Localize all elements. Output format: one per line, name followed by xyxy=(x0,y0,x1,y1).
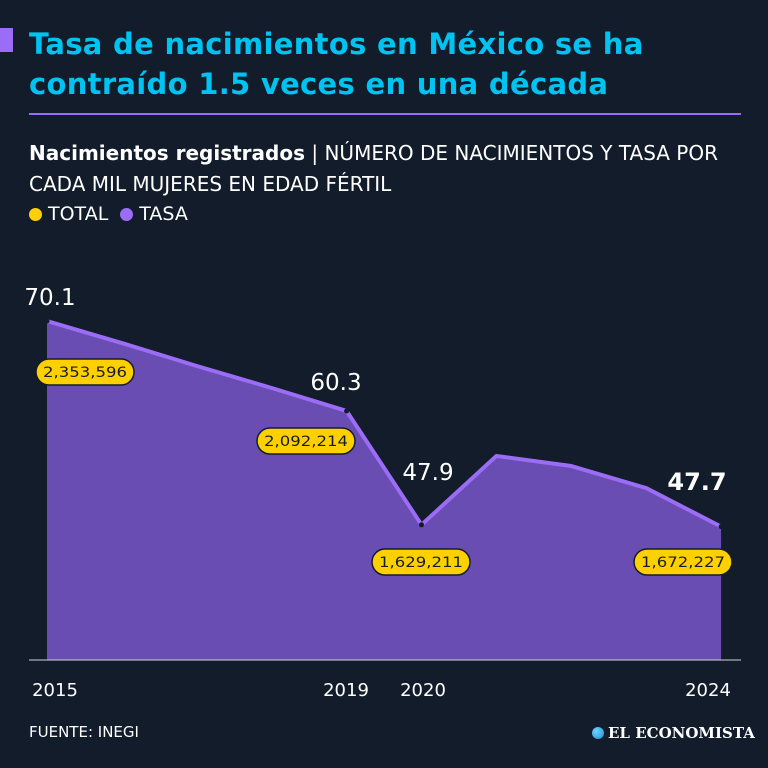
globe-icon xyxy=(592,727,604,739)
title-accent-bar xyxy=(0,28,13,52)
total-label-2015: 2,353,596 xyxy=(43,365,127,381)
legend: TOTAL TASA xyxy=(29,203,188,225)
x-tick-label-2020: 2020 xyxy=(400,680,446,701)
subtitle-rest: NÚMERO DE NACIMIENTOS Y TASA POR CADA MI… xyxy=(29,141,718,196)
rate-label-2019: 60.3 xyxy=(310,370,361,396)
el-economista-logo: EL ECONOMISTA xyxy=(592,724,755,742)
x-tick-label-2015: 2015 xyxy=(32,680,78,701)
subtitle-bold: Nacimientos registrados xyxy=(29,141,305,165)
source-note: FUENTE: INEGI xyxy=(29,723,139,741)
page-title: Tasa de nacimientos en México se ha cont… xyxy=(29,27,644,101)
legend-tasa-label: TASA xyxy=(139,203,188,225)
data-point-2020 xyxy=(419,522,424,528)
data-point-2024 xyxy=(718,524,724,530)
legend-total-label: TOTAL xyxy=(48,203,109,225)
tasa-line xyxy=(46,319,723,529)
x-tick-label-2019: 2019 xyxy=(323,680,369,701)
total-pill-2015 xyxy=(35,358,135,386)
total-pill-2019 xyxy=(256,427,356,455)
total-pill-2020 xyxy=(371,548,471,576)
logo-text: EL ECONOMISTA xyxy=(608,724,755,742)
total-label-2019: 2,092,214 xyxy=(264,434,348,450)
total-label-2020: 1,629,211 xyxy=(379,555,463,571)
chart-subtitle: Nacimientos registrados | NÚMERO DE NACI… xyxy=(29,138,749,200)
subtitle-separator: | xyxy=(311,141,319,165)
rate-label-2015: 70.1 xyxy=(24,285,75,311)
tasa-area xyxy=(47,321,722,660)
data-point-2019 xyxy=(344,408,350,414)
rate-label-2020: 47.9 xyxy=(402,460,453,486)
x-tick-label-2024: 2024 xyxy=(685,680,731,701)
legend-total-dot xyxy=(29,207,42,221)
total-label-2024: 1,672,227 xyxy=(641,555,725,571)
legend-tasa-dot xyxy=(120,207,134,221)
rate-label-2024: 47.7 xyxy=(667,468,726,496)
title-divider xyxy=(29,113,741,115)
data-point-2015 xyxy=(44,318,50,324)
total-pill-2024 xyxy=(633,548,733,576)
